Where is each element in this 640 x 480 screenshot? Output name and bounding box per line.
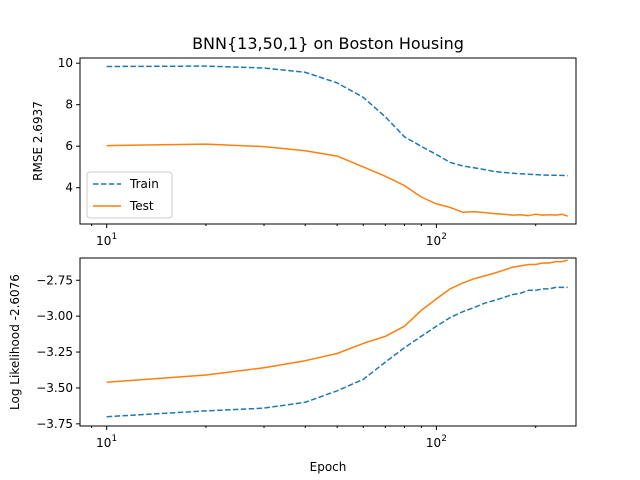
chart0-series-test-line <box>106 143 568 217</box>
chart1-series-test-line <box>106 259 568 383</box>
chart1-y-tick-label: −3.75 <box>36 417 73 431</box>
chart0-legend: Train Test <box>86 171 173 219</box>
chart1-y-tick-label: −2.75 <box>36 273 73 287</box>
chart1-y-tick-label: −3.00 <box>36 309 73 323</box>
chart-title: BNN{13,50,1} on Boston Housing <box>192 34 464 53</box>
chart1-series-train-line <box>106 286 568 418</box>
chart0-y-tick-label: 8 <box>65 98 73 112</box>
chart0-series-train-line <box>106 65 568 177</box>
chart0-y-tick-label: 4 <box>65 181 73 195</box>
chart0-y-axis-label: RMSE 2.6937 <box>31 101 45 181</box>
chart1-y-axis-label: Log Likelihood -2.6076 <box>8 274 22 410</box>
chart1-y-tick-label: −3.25 <box>36 345 73 359</box>
chart0-y-tick-label: 6 <box>65 139 73 153</box>
chart0-y-tick-label: 10 <box>58 56 73 70</box>
chart0-axes-frame <box>79 57 577 225</box>
chart1-axes-frame <box>79 257 577 427</box>
chart1-y-tick-label: −3.50 <box>36 381 73 395</box>
chart0-legend-label-test: Test <box>129 199 154 213</box>
chart1-x-axis-label: Epoch <box>310 460 347 474</box>
chart0-legend-label-train: Train <box>129 177 159 191</box>
